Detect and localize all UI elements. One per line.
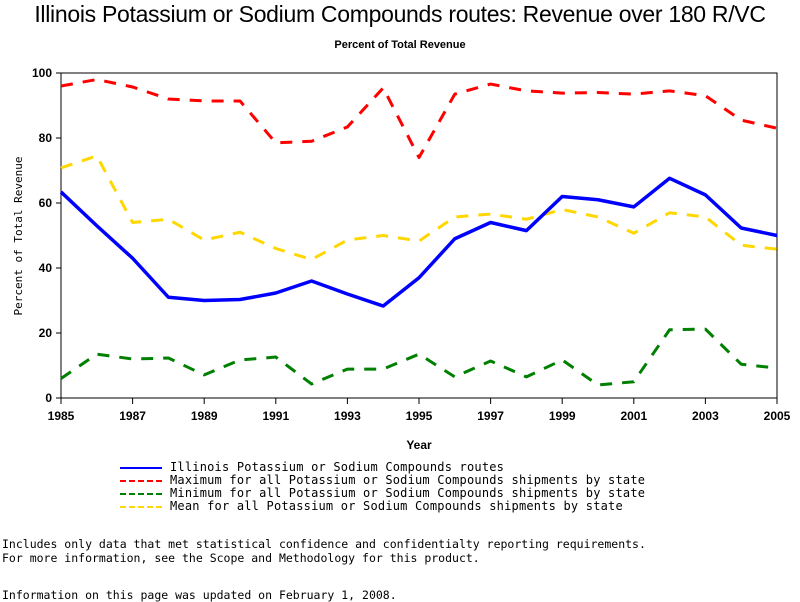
x-tick-label: 2003 — [692, 409, 719, 423]
chart-subtitle: Percent of Total Revenue — [334, 39, 466, 51]
series-lines — [59, 78, 778, 387]
legend-item: Maximum for all Potassium or Sodium Comp… — [120, 474, 645, 487]
x-tick-label: 1995 — [406, 409, 433, 423]
series-line-3 — [60, 154, 778, 262]
series-line-0 — [59, 176, 778, 308]
legend: Illinois Potassium or Sodium Compounds r… — [120, 461, 645, 513]
y-tick-label: 0 — [45, 391, 52, 405]
legend-label: Mean for all Potassium or Sodium Compoun… — [170, 499, 623, 513]
x-tick-label: 1989 — [191, 409, 218, 423]
x-tick-label: 1997 — [477, 409, 504, 423]
axes: 0 20 40 60 80 100 1985 1987 1989 1991 1993 1995 1997… — [32, 66, 791, 423]
x-tick-label: 1987 — [119, 409, 146, 423]
legend-item: Mean for all Potassium or Sodium Compoun… — [120, 500, 645, 513]
x-tick-label: 1985 — [48, 409, 75, 423]
legend-item: Minimum for all Potassium or Sodium Comp… — [120, 487, 645, 500]
series-line-2 — [60, 327, 778, 387]
line-chart: 0 20 40 60 80 100 1985 1987 1989 1991 1993 1995 1997… — [12, 66, 791, 452]
plot-frame — [60, 72, 778, 399]
legend-swatch — [120, 466, 162, 469]
legend-label: Illinois Potassium or Sodium Compounds r… — [170, 460, 505, 474]
y-tick-label: 20 — [39, 326, 53, 340]
x-tick-label: 1999 — [549, 409, 576, 423]
y-axis-title: Percent of Total Revenue — [12, 157, 25, 316]
x-tick-label: 1993 — [334, 409, 361, 423]
y-tick-label: 60 — [39, 196, 53, 210]
x-tick-label: 2005 — [764, 409, 791, 423]
y-tick-label: 80 — [39, 131, 53, 145]
footnote-updated: Information on this page was updated on … — [2, 588, 397, 602]
legend-label: Maximum for all Potassium or Sodium Comp… — [170, 473, 646, 487]
footnote-confidence: Includes only data that met statistical … — [2, 537, 646, 551]
footnote-methodology: For more information, see the Scope and … — [2, 551, 480, 565]
y-tick-label: 40 — [39, 261, 53, 275]
legend-label: Minimum for all Potassium or Sodium Comp… — [170, 486, 646, 500]
x-tick-label: 2001 — [620, 409, 647, 423]
x-tick-label: 1991 — [262, 409, 289, 423]
series-line-1 — [60, 78, 778, 159]
legend-swatch — [120, 492, 162, 495]
legend-swatch — [120, 479, 162, 482]
legend-swatch — [120, 505, 162, 508]
chart-title: Illinois Potassium or Sodium Compounds r… — [34, 1, 766, 27]
legend-item: Illinois Potassium or Sodium Compounds r… — [120, 461, 645, 474]
x-axis-title: Year — [406, 438, 432, 452]
y-tick-label: 100 — [32, 66, 52, 80]
